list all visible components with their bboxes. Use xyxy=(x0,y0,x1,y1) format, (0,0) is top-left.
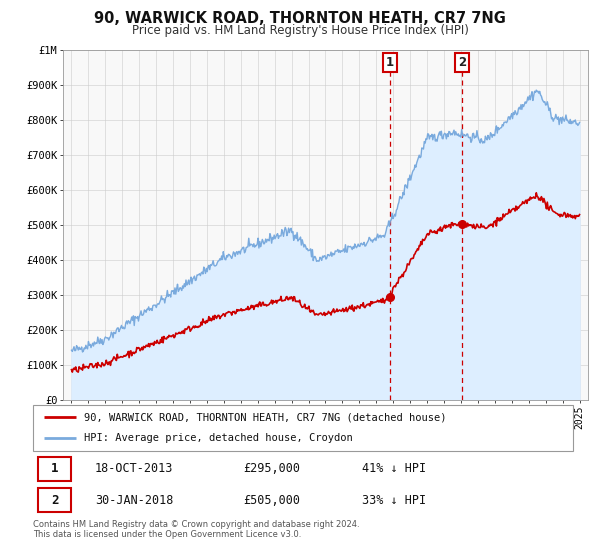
Text: 1: 1 xyxy=(386,56,394,69)
Text: HPI: Average price, detached house, Croydon: HPI: Average price, detached house, Croy… xyxy=(84,433,353,444)
FancyBboxPatch shape xyxy=(33,405,573,451)
FancyBboxPatch shape xyxy=(38,488,71,512)
Text: 33% ↓ HPI: 33% ↓ HPI xyxy=(362,493,427,507)
Text: Price paid vs. HM Land Registry's House Price Index (HPI): Price paid vs. HM Land Registry's House … xyxy=(131,24,469,36)
Text: 90, WARWICK ROAD, THORNTON HEATH, CR7 7NG: 90, WARWICK ROAD, THORNTON HEATH, CR7 7N… xyxy=(94,11,506,26)
Text: 90, WARWICK ROAD, THORNTON HEATH, CR7 7NG (detached house): 90, WARWICK ROAD, THORNTON HEATH, CR7 7N… xyxy=(84,412,447,422)
Text: 30-JAN-2018: 30-JAN-2018 xyxy=(95,493,173,507)
Text: £295,000: £295,000 xyxy=(244,462,301,475)
Text: 18-OCT-2013: 18-OCT-2013 xyxy=(95,462,173,475)
Text: 2: 2 xyxy=(51,493,58,507)
Text: 41% ↓ HPI: 41% ↓ HPI xyxy=(362,462,427,475)
FancyBboxPatch shape xyxy=(38,456,71,480)
Text: Contains HM Land Registry data © Crown copyright and database right 2024.
This d: Contains HM Land Registry data © Crown c… xyxy=(33,520,359,539)
Text: 2: 2 xyxy=(458,56,466,69)
Text: 1: 1 xyxy=(51,462,58,475)
Text: £505,000: £505,000 xyxy=(244,493,301,507)
